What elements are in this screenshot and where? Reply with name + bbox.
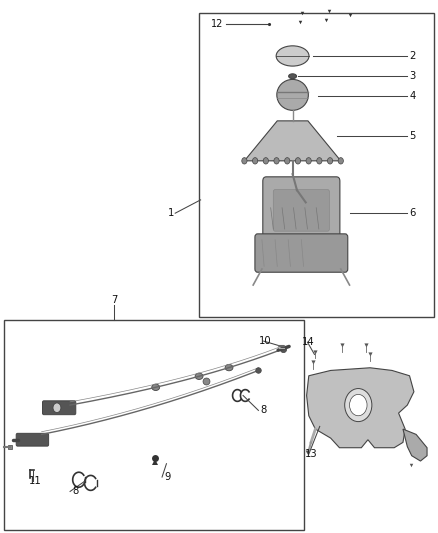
Text: 9: 9 (164, 472, 171, 482)
Text: 3: 3 (410, 71, 416, 80)
Text: 8: 8 (261, 406, 267, 415)
Text: 5: 5 (410, 131, 416, 141)
Bar (199, 13, 434, 317)
Text: 11: 11 (28, 476, 41, 486)
Ellipse shape (338, 158, 343, 164)
Ellipse shape (277, 79, 308, 110)
Text: 14: 14 (302, 337, 315, 347)
Text: 10: 10 (258, 336, 271, 346)
Ellipse shape (289, 74, 297, 79)
Text: 7: 7 (111, 295, 117, 305)
Ellipse shape (225, 365, 233, 371)
FancyBboxPatch shape (16, 433, 49, 446)
Text: 2: 2 (410, 51, 416, 61)
Bar (4, 320, 304, 530)
FancyBboxPatch shape (255, 234, 348, 272)
Ellipse shape (328, 158, 333, 164)
Ellipse shape (345, 389, 372, 422)
Text: 1: 1 (167, 208, 174, 218)
Ellipse shape (317, 158, 322, 164)
Text: 12: 12 (211, 19, 223, 29)
FancyBboxPatch shape (263, 177, 340, 244)
Ellipse shape (53, 403, 61, 413)
Ellipse shape (274, 158, 279, 164)
Text: 13: 13 (304, 449, 317, 459)
Ellipse shape (252, 158, 258, 164)
Text: 4: 4 (410, 91, 416, 101)
Ellipse shape (350, 394, 367, 416)
Ellipse shape (306, 158, 311, 164)
Text: 8: 8 (72, 487, 78, 496)
Text: 6: 6 (410, 208, 416, 218)
Polygon shape (244, 121, 341, 161)
Ellipse shape (295, 158, 300, 164)
Polygon shape (307, 368, 414, 448)
FancyBboxPatch shape (42, 401, 76, 415)
FancyBboxPatch shape (273, 190, 329, 231)
Ellipse shape (152, 384, 160, 391)
Ellipse shape (195, 373, 203, 379)
Ellipse shape (263, 158, 268, 164)
Polygon shape (403, 429, 427, 461)
Ellipse shape (276, 46, 309, 66)
Ellipse shape (285, 158, 290, 164)
Ellipse shape (242, 158, 247, 164)
